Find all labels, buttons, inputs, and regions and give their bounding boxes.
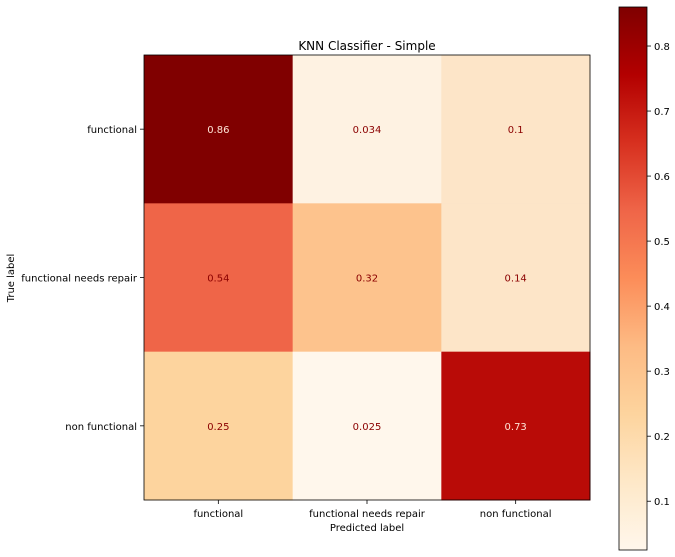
cell-value-label: 0.034 (353, 125, 382, 136)
colorbar-gradient (618, 6, 648, 551)
colorbar-tick-label: 0.8 (654, 42, 670, 53)
y-axis: functional functional needs repair non fun… (21, 125, 144, 433)
heatmap-cell (144, 55, 294, 204)
x-tick-label: functional (193, 509, 243, 520)
heatmap-cell (144, 203, 294, 353)
colorbar-tick-label: 0.6 (654, 172, 670, 183)
colorbar-tick-label: 0.2 (654, 432, 670, 443)
y-tick-label: non functional (65, 422, 137, 433)
colorbar-tick-label: 0.1 (654, 497, 670, 508)
cell-value-label: 0.025 (353, 422, 382, 433)
cell-value-label: 0.73 (505, 422, 527, 433)
cell-value-label: 0.54 (207, 274, 229, 285)
cell-value-label: 0.25 (207, 422, 229, 433)
y-axis-label: True label (6, 254, 17, 304)
y-tick-label: functional needs repair (21, 274, 138, 285)
heatmap-cells (144, 55, 591, 501)
colorbar: 0.1 0.2 0.3 0.4 0.5 0.6 0.7 0.8 (618, 6, 670, 551)
heatmap-cell (441, 351, 591, 501)
colorbar-tick-label: 0.5 (654, 237, 670, 248)
colorbar-tick-label: 0.4 (654, 302, 670, 313)
heatmap-cell (292, 55, 442, 204)
x-axis-label: Predicted label (330, 523, 404, 534)
x-tick-label: functional needs repair (309, 509, 426, 520)
heatmap-cell (292, 203, 442, 353)
cell-value-label: 0.1 (508, 125, 524, 136)
cell-value-label: 0.32 (356, 274, 378, 285)
x-axis: functional functional needs repair non fun… (193, 500, 552, 520)
cell-value-label: 0.86 (207, 125, 229, 136)
cell-value-label: 0.14 (505, 274, 527, 285)
y-tick-label: functional (87, 125, 137, 136)
heatmap-cell (441, 203, 591, 353)
heatmap-value-labels: 0.86 0.034 0.1 0.54 0.32 0.14 0.25 0.025 0.73 (207, 125, 527, 433)
heatmap-cell (144, 351, 294, 501)
heatmap-cell (441, 55, 591, 204)
colorbar-tick-label: 0.3 (654, 367, 670, 378)
colorbar-tick-label: 0.7 (654, 107, 670, 118)
colorbar-ticks: 0.1 0.2 0.3 0.4 0.5 0.6 0.7 0.8 (647, 42, 670, 508)
x-tick-label: non functional (480, 509, 552, 520)
heatmap-cell (292, 351, 442, 501)
chart-title: KNN Classifier - Simple (298, 39, 435, 53)
